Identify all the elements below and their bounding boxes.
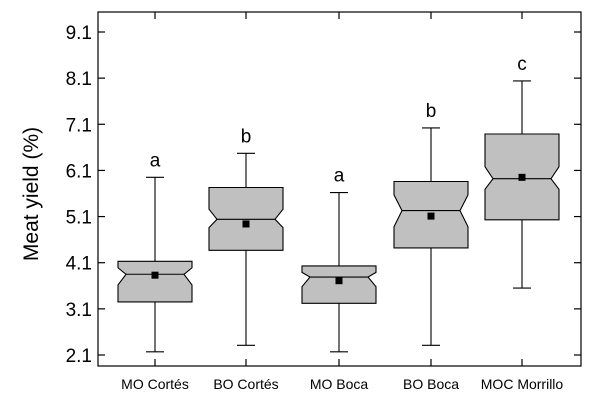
- box-mo-cort-s: a: [117, 150, 193, 353]
- mean-marker: [242, 220, 250, 228]
- mean-marker: [427, 212, 435, 220]
- box-bo-cort-s: b: [208, 126, 284, 346]
- group-letter: a: [334, 166, 345, 187]
- group-letter: c: [517, 54, 527, 75]
- x-tick-label: MO Boca: [310, 376, 369, 392]
- y-tick-label: 5.1: [66, 208, 92, 229]
- box-mo-boca: a: [301, 166, 377, 353]
- y-tick-label: 2.1: [66, 346, 92, 367]
- y-tick-label: 4.1: [66, 254, 92, 275]
- notched-box: [117, 260, 193, 303]
- x-tick-label: BO Boca: [403, 376, 459, 392]
- mean-marker: [151, 271, 159, 279]
- y-axis-label: Meat yield (%): [20, 127, 43, 261]
- y-tick-label: 9.1: [66, 23, 92, 44]
- group-letter: b: [241, 126, 252, 147]
- x-tick-label: BO Cortés: [213, 376, 278, 392]
- group-letter: a: [150, 150, 161, 171]
- mean-marker: [518, 173, 526, 181]
- x-tick-label: MOC Morrillo: [481, 376, 564, 392]
- y-tick-label: 3.1: [66, 300, 92, 321]
- y-tick-label: 8.1: [66, 69, 92, 90]
- y-tick-label: 6.1: [66, 161, 92, 182]
- notched-box: [301, 265, 377, 304]
- mean-marker: [335, 277, 343, 285]
- group-letter: b: [426, 101, 437, 122]
- box-group: a b a b c: [117, 54, 560, 353]
- x-axis: MO Cortés BO Cortés MO Boca BO Boca MOC Morr…: [121, 12, 563, 392]
- box-bo-boca: b: [393, 101, 469, 346]
- box-moc-morrillo: c: [484, 54, 560, 289]
- y-axis: 2.1 3.1 4.1 5.1 6.1 7.1 8.1 9.1: [66, 23, 581, 367]
- y-tick-label: 7.1: [66, 115, 92, 136]
- x-tick-label: MO Cortés: [121, 376, 189, 392]
